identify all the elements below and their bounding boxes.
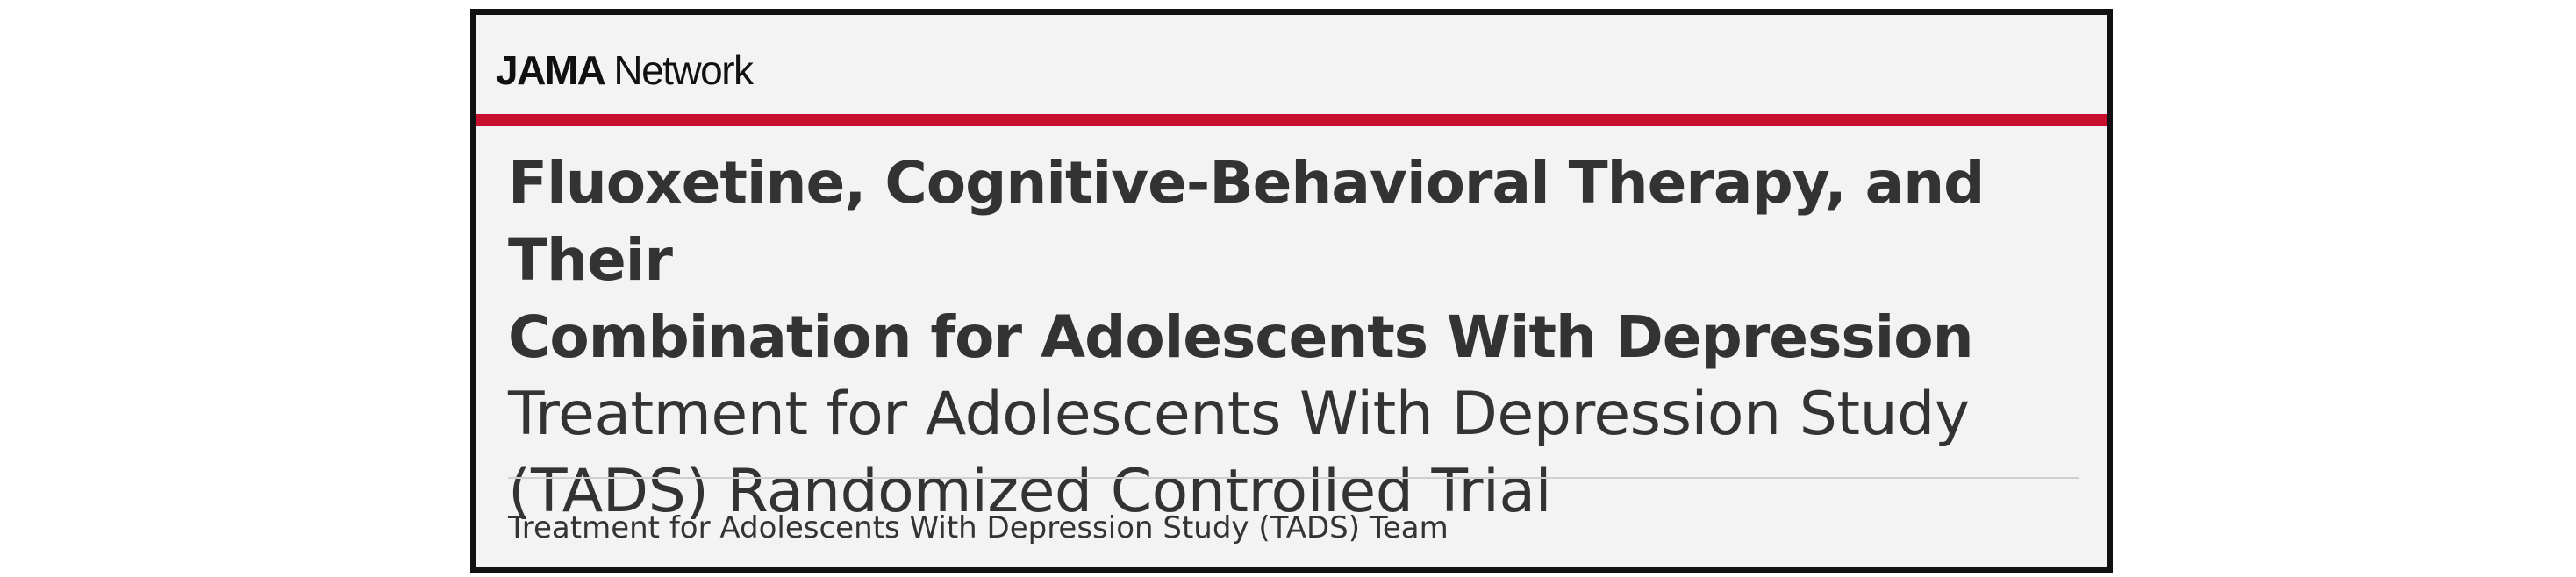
article-subtitle: Treatment for Adolescents With Depressio…	[508, 376, 2070, 531]
logo-network-text: Network	[613, 47, 754, 93]
jama-network-logo[interactable]: JAMA Network	[496, 46, 754, 99]
section-divider	[508, 477, 2079, 479]
article-title-line-2: Combination for Adolescents With Depress…	[508, 303, 1974, 371]
red-accent-rule	[476, 114, 2107, 126]
title-block: Fluoxetine, Cognitive-Behavioral Therapy…	[508, 145, 2070, 531]
author-line: Treatment for Adolescents With Depressio…	[508, 510, 1449, 545]
article-title-line-1: Fluoxetine, Cognitive-Behavioral Therapy…	[508, 149, 1985, 294]
logo-jama-text: JAMA	[496, 47, 606, 93]
article-title: Fluoxetine, Cognitive-Behavioral Therapy…	[508, 145, 2070, 376]
article-header-card: JAMA Network Fluoxetine, Cognitive-Behavi…	[470, 9, 2113, 573]
article-subtitle-line-1: Treatment for Adolescents With Depressio…	[508, 380, 1970, 449]
article-subtitle-line-2: (TADS) Randomized Controlled Trial	[508, 457, 1551, 526]
